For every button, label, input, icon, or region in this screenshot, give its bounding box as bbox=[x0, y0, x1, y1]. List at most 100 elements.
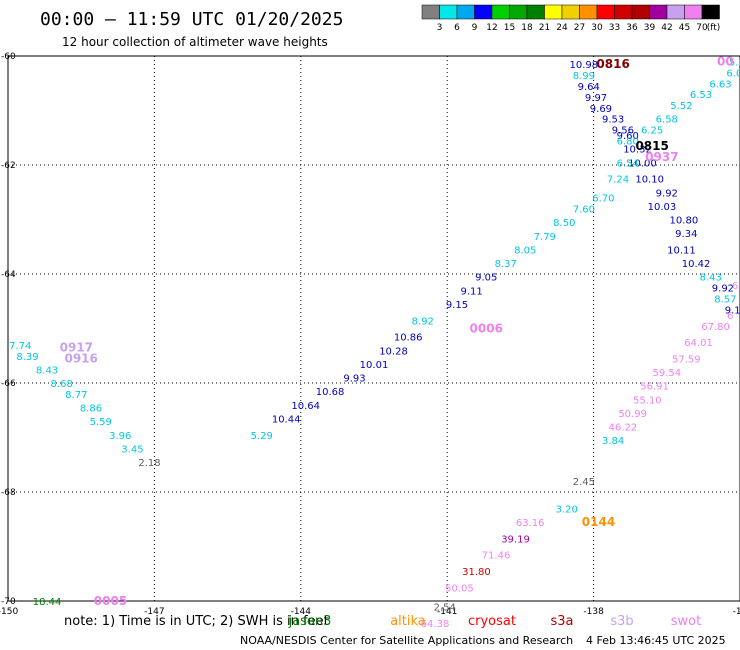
legend-swatch bbox=[701, 4, 720, 20]
wave-height-point: 9.34 bbox=[675, 229, 697, 240]
wave-height-point: 3.20 bbox=[556, 504, 578, 515]
x-tick-label: -138 bbox=[583, 607, 604, 617]
wave-height-point: 9.1 bbox=[725, 305, 740, 316]
wave-height-point: 2.45 bbox=[573, 477, 595, 488]
satellite-swot: swot bbox=[671, 614, 701, 629]
chart-subtitle: 12 hour collection of altimeter wave hei… bbox=[62, 35, 328, 49]
wave-height-point: 50.99 bbox=[618, 409, 647, 420]
wave-height-point: 9.11 bbox=[460, 286, 482, 297]
y-tick-label: -66 bbox=[1, 379, 16, 389]
wave-height-point: 6.63 bbox=[709, 79, 731, 90]
x-tick-label: -141 bbox=[437, 607, 457, 617]
wave-height-point: 10.00 bbox=[628, 158, 657, 169]
wave-height-point: 8.92 bbox=[412, 316, 434, 327]
pass-time-label: 0144 bbox=[582, 515, 615, 529]
wave-height-point: 7.74 bbox=[9, 341, 31, 352]
wave-height-point: 6.53 bbox=[690, 90, 712, 101]
y-tick-label: -62 bbox=[1, 161, 16, 171]
x-tick-label: -13 bbox=[733, 607, 740, 617]
x-tick-label: -147 bbox=[144, 607, 164, 617]
wave-height-point: 5.65 bbox=[729, 57, 740, 68]
legend-label: 9 bbox=[472, 23, 478, 33]
wave-height-point: 3.84 bbox=[602, 436, 624, 447]
wave-height-point: 9.97 bbox=[585, 93, 607, 104]
wave-height-point: 71.46 bbox=[482, 551, 511, 562]
legend-label: 70 bbox=[696, 23, 708, 33]
wave-height-point: 10.42 bbox=[682, 259, 711, 270]
wave-height-point: 8.86 bbox=[80, 404, 102, 415]
legend-label: 3 bbox=[437, 23, 443, 33]
wave-height-point: 10.32 bbox=[623, 145, 652, 156]
wave-height-point: 10.28 bbox=[379, 346, 408, 357]
footer-timestamp: 4 Feb 13:46:45 UTC 2025 bbox=[586, 634, 726, 647]
wave-height-point: 6.70 bbox=[592, 194, 614, 205]
wave-height-point: 50.05 bbox=[445, 583, 474, 594]
wave-height-point: 6.58 bbox=[656, 115, 678, 126]
legend-swatch bbox=[666, 4, 685, 20]
legend-swatch bbox=[579, 4, 598, 20]
wave-height-point: 9.15 bbox=[446, 300, 468, 311]
satellite-s3b: s3b bbox=[610, 614, 633, 629]
footer-credit: NOAA/NESDIS Center for Satellite Applica… bbox=[240, 634, 573, 647]
legend-label: 45 bbox=[679, 23, 690, 33]
wave-height-point: 39.19 bbox=[501, 534, 530, 545]
pass-time-label: 0816 bbox=[596, 57, 629, 71]
legend-label: 27 bbox=[574, 23, 585, 33]
legend-swatch bbox=[544, 4, 563, 20]
legend-label: 24 bbox=[556, 23, 568, 33]
wave-height-point: 67.80 bbox=[701, 322, 730, 333]
legend-swatch bbox=[631, 4, 650, 20]
wave-height-point: 5.29 bbox=[251, 431, 273, 442]
wave-height-point: 6.54 bbox=[617, 158, 639, 169]
footer-note: note: 1) Time is in UTC; 2) SWH is in fe… bbox=[64, 614, 329, 629]
wave-height-point: 10.64 bbox=[291, 401, 320, 412]
wave-height-point: 8.43 bbox=[700, 273, 722, 284]
y-tick-label: -64 bbox=[1, 270, 16, 280]
wave-height-point: 9.60 bbox=[617, 131, 639, 142]
legend-label: 36 bbox=[626, 23, 638, 33]
wave-height-point: 18.44 bbox=[33, 597, 62, 608]
legend-swatch bbox=[456, 4, 475, 20]
satellite-cryosat: cryosat bbox=[468, 614, 516, 629]
legend-swatch bbox=[526, 4, 545, 20]
axis-ticks: -150 -147 -144 -141 -138 -13 -60 -62 -64 -66 -68 -7… bbox=[0, 52, 740, 617]
legend-label: 15 bbox=[504, 23, 515, 33]
wave-height-point: 6.09 bbox=[726, 68, 740, 79]
wave-height-point: 6 bbox=[727, 311, 733, 322]
wave-height-point: 56.91 bbox=[640, 382, 669, 393]
pass-time-label: 0937 bbox=[645, 150, 678, 164]
wave-height-point: 7.60 bbox=[573, 205, 595, 216]
wave-height-point: 2.54 bbox=[434, 602, 456, 613]
satellite-legend: jason3 altika cryosat s3a s3b swot bbox=[288, 614, 702, 629]
wave-height-point: 55.10 bbox=[633, 395, 662, 406]
wave-height-point: 7.79 bbox=[534, 232, 556, 243]
wave-height-point: 10.98 bbox=[570, 60, 599, 71]
y-tick-label: -68 bbox=[1, 488, 16, 498]
wave-height-point: 8.39 bbox=[16, 352, 38, 363]
chart-title: 00:00 – 11:59 UTC 01/20/2025 bbox=[40, 9, 343, 30]
wave-height-point: 9.92 bbox=[712, 284, 734, 295]
wave-height-point: 64.01 bbox=[684, 338, 713, 349]
x-tick-label: -144 bbox=[291, 607, 312, 617]
legend-label: 21 bbox=[539, 23, 550, 33]
wave-height-point: 5.52 bbox=[670, 101, 692, 112]
legend-label: 18 bbox=[521, 23, 533, 33]
satellite-s3a: s3a bbox=[550, 614, 573, 629]
legend-label: 6 bbox=[454, 23, 460, 33]
wave-height-point: 8.43 bbox=[36, 365, 58, 376]
wave-height-point: 3.45 bbox=[121, 444, 143, 455]
wave-height-point: 8.05 bbox=[514, 245, 536, 256]
legend-swatch bbox=[439, 4, 458, 20]
wave-height-point: 9.05 bbox=[475, 273, 497, 284]
wave-height-point: 9.64 bbox=[578, 82, 600, 93]
wave-height-point: 10.03 bbox=[648, 202, 677, 213]
y-tick-label: -70 bbox=[1, 597, 16, 607]
wave-height-point: 5.59 bbox=[90, 417, 112, 428]
wave-height-point: 10.11 bbox=[667, 245, 696, 256]
color-legend: 3 6 9 12 15 18 21 24 27 30 33 36 39 42 45 70(ft) bbox=[421, 4, 720, 33]
pass-time-label: 00 bbox=[717, 54, 734, 68]
legend-swatch bbox=[474, 4, 493, 20]
legend-swatch bbox=[614, 4, 633, 20]
legend-swatch bbox=[649, 4, 668, 20]
